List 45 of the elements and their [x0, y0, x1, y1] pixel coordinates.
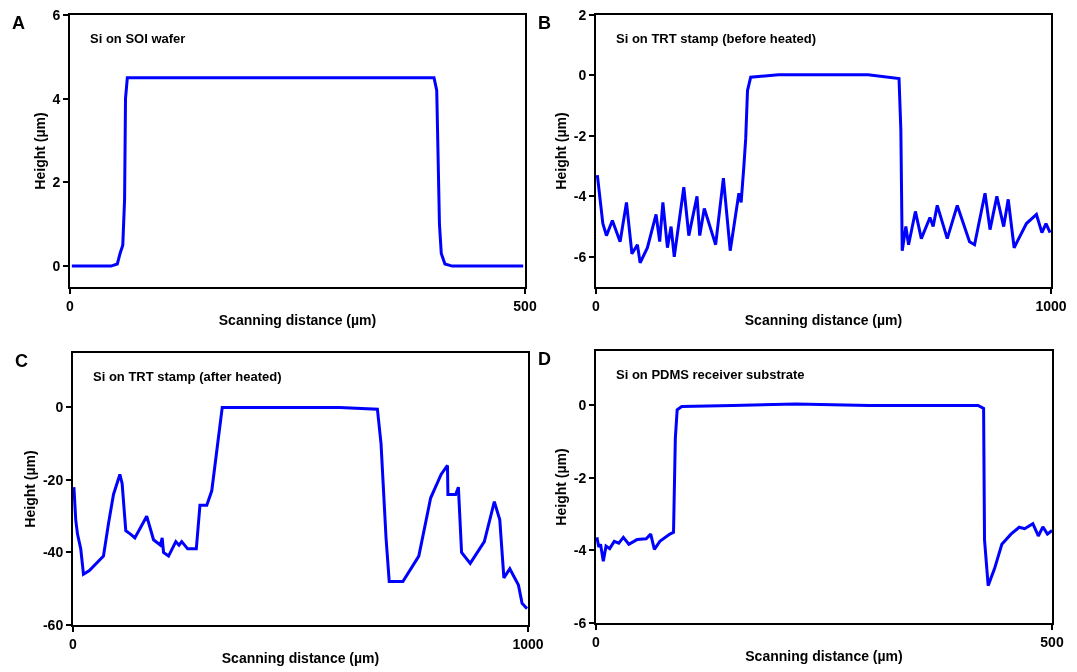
line-series — [73, 405, 528, 611]
x-axis-title: Scanning distance (µm) — [218, 311, 377, 328]
chart-title: D — [538, 349, 551, 369]
line-series — [596, 402, 1052, 588]
x-tick-label: 500 — [1040, 633, 1064, 650]
y-tick-label: -4 — [573, 188, 587, 205]
line-series — [70, 76, 525, 268]
chart-title: A — [12, 13, 25, 33]
chart-title: B — [538, 13, 551, 33]
x-axis-title: Scanning distance (µm) — [745, 647, 903, 664]
x-tick-label: 0 — [69, 635, 78, 652]
y-tick-label: 0 — [578, 67, 587, 84]
y-axis-title: Height (µm) — [22, 450, 39, 528]
y-tick-label: -60 — [42, 616, 64, 633]
y-axis-title: Height (µm) — [552, 448, 569, 526]
x-tick-label: 0 — [592, 297, 601, 314]
x-tick-label: 1000 — [1035, 297, 1067, 314]
y-tick-label: -20 — [42, 471, 64, 488]
x-tick-label: 1000 — [512, 635, 544, 652]
line-series — [596, 73, 1051, 265]
y-tick-label: 2 — [52, 174, 61, 191]
y-tick-label: -2 — [573, 469, 587, 486]
chart-title: C — [15, 351, 28, 371]
y-tick-label: -40 — [42, 544, 64, 561]
y-tick-label: -6 — [573, 248, 587, 265]
x-tick-label: 0 — [66, 297, 75, 314]
annotation: Si on TRT stamp (before heated) — [616, 31, 817, 46]
x-axis-title: Scanning distance (µm) — [744, 311, 903, 328]
y-tick-label: 4 — [52, 90, 61, 107]
x-axis-title: Scanning distance (µm) — [221, 649, 380, 666]
y-tick-label: -6 — [573, 614, 587, 631]
y-tick-label: -2 — [573, 127, 587, 144]
y-axis-title: Height (µm) — [552, 112, 569, 190]
y-tick-label: 0 — [55, 399, 64, 416]
y-tick-label: 0 — [52, 257, 61, 274]
y-tick-label: 0 — [578, 397, 587, 414]
annotation: Si on SOI wafer — [90, 31, 186, 46]
y-tick-label: 2 — [578, 6, 587, 23]
annotation: Si on PDMS receiver substrate — [616, 367, 805, 382]
annotation: Si on TRT stamp (after heated) — [93, 369, 282, 384]
y-tick-label: -4 — [573, 542, 587, 559]
x-tick-label: 500 — [513, 297, 537, 314]
x-tick-label: 0 — [592, 633, 601, 650]
y-axis-title: Height (µm) — [31, 112, 48, 190]
y-tick-label: 6 — [52, 6, 61, 23]
